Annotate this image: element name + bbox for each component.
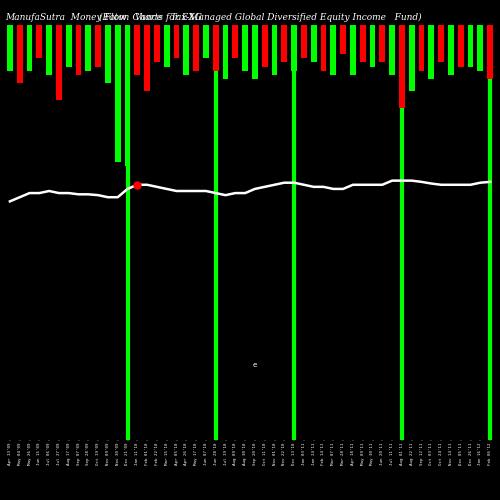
Bar: [124, 25, 130, 166]
Bar: [320, 25, 326, 70]
Bar: [370, 25, 376, 66]
Bar: [399, 25, 405, 108]
Bar: [252, 25, 258, 79]
Text: e: e: [253, 362, 257, 368]
Bar: [46, 25, 52, 75]
Bar: [144, 25, 150, 92]
Bar: [330, 25, 336, 75]
Bar: [154, 25, 160, 62]
Bar: [95, 25, 101, 66]
Bar: [458, 25, 464, 66]
Bar: [301, 25, 307, 58]
Bar: [184, 25, 189, 75]
Bar: [291, 25, 297, 70]
Bar: [56, 25, 62, 100]
Bar: [86, 25, 91, 70]
Bar: [115, 25, 120, 162]
Bar: [468, 25, 473, 66]
Bar: [222, 25, 228, 79]
Bar: [36, 25, 42, 58]
Bar: [213, 25, 218, 70]
Bar: [242, 25, 248, 70]
Bar: [76, 25, 82, 75]
Bar: [428, 25, 434, 79]
Bar: [26, 25, 32, 70]
Bar: [203, 25, 209, 58]
Bar: [311, 25, 316, 62]
Bar: [360, 25, 366, 62]
Bar: [418, 25, 424, 70]
Bar: [66, 25, 71, 66]
Bar: [105, 25, 111, 83]
Bar: [438, 25, 444, 62]
Bar: [193, 25, 199, 70]
Bar: [448, 25, 454, 75]
Bar: [282, 25, 287, 62]
Bar: [487, 25, 493, 79]
Bar: [17, 25, 22, 83]
Bar: [174, 25, 180, 58]
Bar: [409, 25, 414, 92]
Bar: [7, 25, 13, 70]
Bar: [478, 25, 483, 70]
Bar: [134, 25, 140, 75]
Bar: [232, 25, 238, 58]
Bar: [262, 25, 268, 66]
Bar: [164, 25, 170, 66]
Bar: [380, 25, 385, 62]
Text: (Eaton  Vance   Tax-Managed Global Diversified Equity Income   Fund): (Eaton Vance Tax-Managed Global Diversif…: [98, 12, 421, 22]
Bar: [350, 25, 356, 75]
Bar: [272, 25, 278, 75]
Bar: [389, 25, 395, 75]
Text: ManufaSutra  Money Flow  Charts for EXG: ManufaSutra Money Flow Charts for EXG: [5, 12, 202, 22]
Bar: [340, 25, 346, 54]
